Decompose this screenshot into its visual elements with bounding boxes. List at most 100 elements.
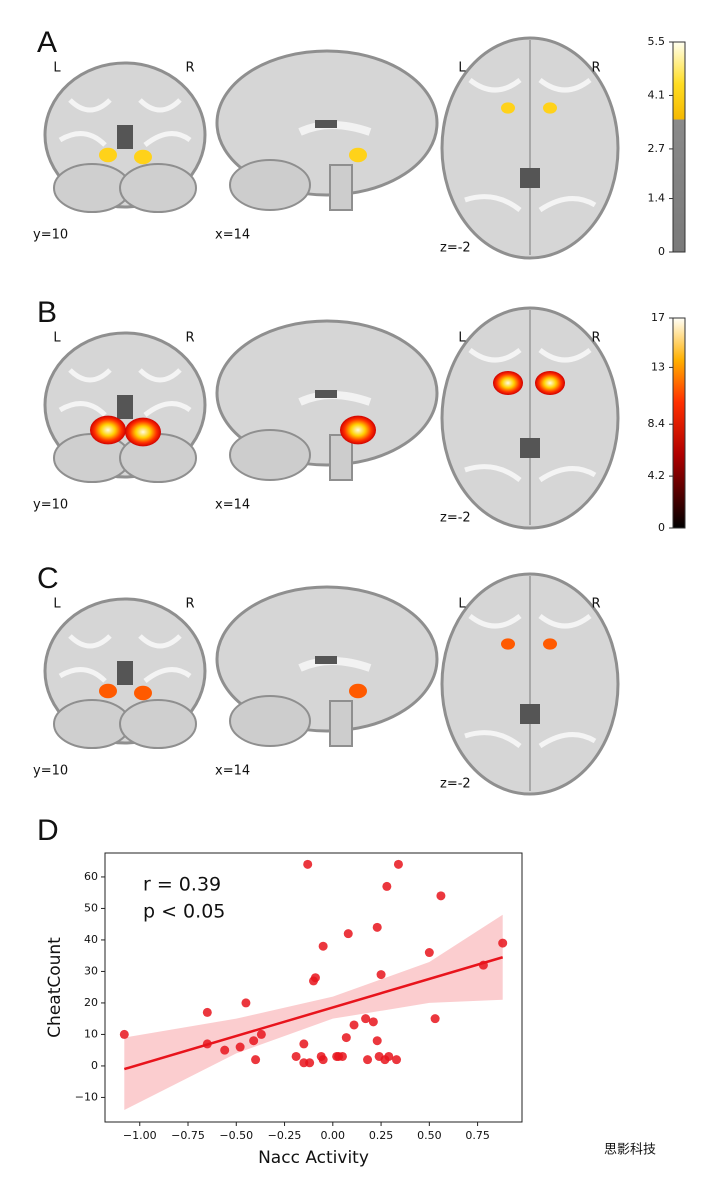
point	[430, 1014, 440, 1024]
point	[303, 859, 313, 869]
point	[299, 1039, 309, 1049]
activation	[349, 147, 367, 163]
y-tick-label: 40	[84, 933, 98, 946]
point	[372, 1036, 382, 1046]
x-tick-label: −0.75	[171, 1129, 205, 1142]
point	[291, 1051, 301, 1061]
slice-coordinate: y=10	[33, 498, 68, 513]
y-axis-label: CheatCount	[45, 937, 65, 1038]
orientation-left: L	[53, 597, 61, 612]
x-tick-label: −0.25	[268, 1129, 302, 1142]
point	[363, 1055, 373, 1065]
orientation-right: R	[591, 331, 600, 346]
activation	[90, 415, 126, 445]
orientation-right: R	[185, 61, 194, 76]
point	[318, 941, 328, 951]
brain-folds	[58, 98, 192, 147]
ventricle	[520, 168, 540, 188]
point	[235, 1042, 245, 1052]
point	[343, 929, 353, 939]
orientation-left: L	[458, 331, 466, 346]
colorbar-tick-label: 17	[651, 311, 665, 324]
colorbar-tick-label: 8.4	[648, 417, 666, 430]
point	[392, 1055, 402, 1065]
panel-letter: D	[37, 814, 59, 847]
brain-lobe	[119, 699, 197, 749]
point	[361, 1014, 371, 1024]
point	[202, 1007, 212, 1017]
x-tick-label: −0.50	[219, 1129, 253, 1142]
brain-folds	[464, 613, 597, 749]
orientation-right: R	[185, 331, 194, 346]
brain-folds	[58, 634, 192, 683]
slice-coordinate: x=14	[215, 764, 250, 779]
brain-folds	[464, 77, 597, 213]
slice-coordinate: z=-2	[440, 241, 471, 256]
slice-coordinate: x=14	[215, 498, 250, 513]
ventricle	[117, 125, 133, 149]
panel-letter: B	[37, 296, 57, 329]
colorbar-tick-label: 5.5	[648, 35, 666, 48]
y-tick-label: 10	[84, 1027, 98, 1040]
y-tick-label: 30	[84, 964, 98, 977]
point	[341, 1033, 351, 1043]
x-tick-label: −1.00	[123, 1129, 157, 1142]
point	[310, 973, 320, 983]
x-tick-label: 0.25	[369, 1129, 394, 1142]
brain-folds	[464, 347, 597, 483]
brainstem	[329, 700, 353, 747]
activation	[535, 371, 565, 395]
annotation: r = 0.39	[143, 874, 221, 896]
ventricle	[315, 120, 337, 128]
point	[384, 1051, 394, 1061]
activation	[501, 102, 515, 114]
activation	[493, 371, 523, 395]
brain-folds	[58, 368, 192, 417]
slice-coordinate: y=10	[33, 228, 68, 243]
orientation-right: R	[185, 597, 194, 612]
point	[498, 938, 508, 948]
orientation-left: L	[458, 61, 466, 76]
x-tick-label: 0.75	[465, 1129, 490, 1142]
point	[119, 1029, 129, 1039]
point	[337, 1051, 347, 1061]
y-tick-label: 60	[84, 870, 98, 883]
point	[256, 1029, 266, 1039]
brainstem	[329, 434, 353, 481]
colorbar	[672, 317, 686, 529]
point	[424, 948, 434, 958]
orientation-right: R	[591, 597, 600, 612]
point	[372, 922, 382, 932]
y-tick-label: −10	[75, 1090, 98, 1103]
brain-lobe	[119, 163, 197, 213]
ventricle	[117, 661, 133, 685]
cerebellum	[229, 159, 311, 211]
activation	[501, 638, 515, 650]
colorbar	[672, 41, 686, 253]
ventricle	[520, 438, 540, 458]
point	[241, 998, 251, 1008]
x-tick-label: 0.00	[321, 1129, 346, 1142]
point	[305, 1058, 315, 1068]
watermark: 思影科技	[604, 1143, 656, 1158]
ventricle	[315, 656, 337, 664]
y-tick-label: 50	[84, 901, 98, 914]
activation	[99, 147, 117, 163]
colorbar-tick-label: 0	[658, 245, 665, 258]
colorbar-tick-label: 0	[658, 521, 665, 534]
activation	[134, 685, 152, 701]
point	[251, 1055, 261, 1065]
activation	[340, 415, 376, 445]
point	[393, 859, 403, 869]
colorbar-tick-label: 4.1	[648, 88, 666, 101]
annotation: p < 0.05	[143, 901, 225, 923]
ventricle	[315, 390, 337, 398]
activation	[99, 683, 117, 699]
ventricle	[117, 395, 133, 419]
point	[368, 1017, 378, 1027]
plot-frame	[104, 852, 523, 1123]
regression-line	[123, 956, 504, 1071]
orientation-left: L	[458, 597, 466, 612]
